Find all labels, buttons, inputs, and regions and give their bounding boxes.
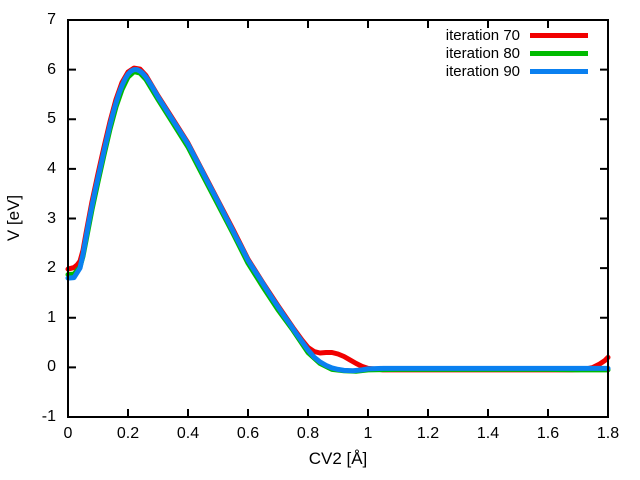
x-tick-label: 0.2 — [116, 425, 140, 442]
y-tick-label: 2 — [47, 259, 56, 277]
y-tick-label: 7 — [47, 11, 56, 28]
legend-line-sample — [530, 50, 588, 56]
x-tick-label: 1 — [363, 425, 373, 442]
series-line-iteration-90 — [65, 67, 611, 374]
legend-entry: iteration 90 — [446, 62, 588, 80]
x-tick-label: 1.4 — [476, 425, 500, 442]
legend-entry: iteration 70 — [446, 26, 588, 44]
plot-border — [67, 19, 609, 418]
x-tick-label: 1.8 — [596, 425, 620, 442]
y-tick-label: 5 — [47, 110, 56, 128]
legend: iteration 70 iteration 80 iteration 90 — [446, 26, 588, 80]
x-tick-label: 0 — [63, 425, 73, 442]
y-axis-title: V [eV] — [4, 194, 23, 242]
x-tick-label: 1.6 — [536, 425, 560, 442]
legend-line-sample — [530, 68, 588, 74]
x-tick-label: 0.8 — [296, 425, 320, 442]
y-tick-label: -1 — [41, 408, 56, 425]
x-tick-label: 0.6 — [236, 425, 260, 442]
x-tick-label: 0.4 — [176, 425, 200, 442]
y-tick-label: 3 — [47, 209, 56, 227]
legend-line-sample — [530, 32, 588, 38]
legend-label: iteration 80 — [445, 44, 520, 62]
x-tick-label: 1.2 — [416, 425, 440, 442]
x-axis-title: CV2 [Å] — [308, 449, 368, 468]
legend-entry: iteration 80 — [446, 44, 588, 62]
y-tick-label: 6 — [47, 60, 56, 78]
series-line-iteration-80 — [65, 69, 611, 374]
y-tick-label: 4 — [47, 159, 56, 177]
y-tick-label: 0 — [47, 358, 56, 376]
series-line-iteration-70 — [65, 65, 611, 373]
y-tick-label: 1 — [47, 308, 56, 326]
legend-label: iteration 90 — [445, 62, 520, 80]
legend-label: iteration 70 — [445, 26, 520, 44]
